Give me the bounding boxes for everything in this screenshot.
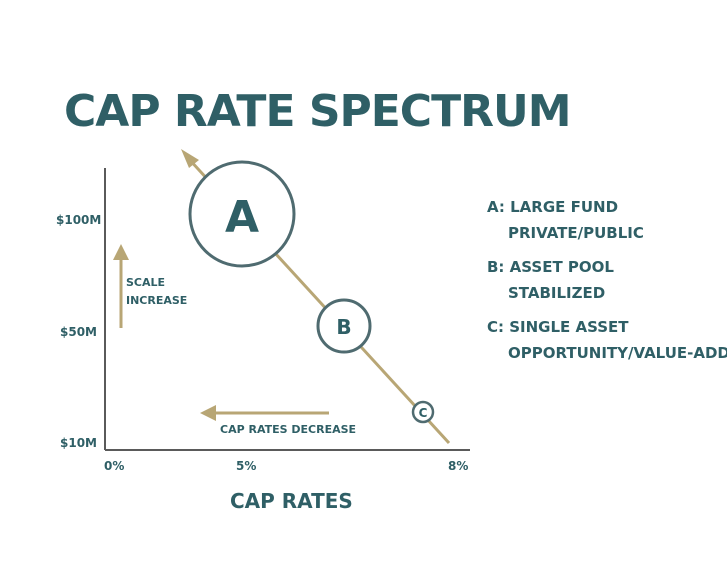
legend-item-a-line1: A: LARGE FUND: [487, 198, 618, 216]
left-arrow-icon: [200, 405, 216, 421]
scale-arrow-label: INCREASE: [126, 294, 187, 307]
legend-item-b-line2: STABILIZED: [508, 284, 605, 302]
bubble-c: [411, 400, 435, 424]
legend: A: LARGE FUND PRIVATE/PUBLIC B: ASSET PO…: [487, 198, 727, 362]
legend-item-c-line1: C: SINGLE ASSET: [487, 318, 629, 336]
legend-item-a-line2: PRIVATE/PUBLIC: [508, 224, 644, 242]
up-arrow-icon: [113, 244, 129, 260]
page-title: CAP RATE SPECTRUM: [64, 86, 571, 137]
legend-item-c-line2: OPPORTUNITY/VALUE-ADD: [508, 344, 727, 362]
x-tick-label: 5%: [236, 459, 256, 473]
bubble-c-label: C: [419, 406, 428, 420]
bubble-a-label: A: [225, 192, 259, 243]
spectrum-arrow-head-icon: [181, 149, 199, 168]
x-tick-label: 8%: [448, 459, 468, 473]
y-tick-label: $50M: [60, 325, 97, 339]
y-tick-label: $100M: [56, 213, 101, 227]
y-tick-label: $10M: [60, 436, 97, 450]
legend-item-b-line1: B: ASSET POOL: [487, 258, 614, 276]
bubble-b-label: B: [336, 315, 351, 339]
bubble-a: [188, 160, 296, 268]
scale-arrow-label: SCALE: [126, 276, 165, 289]
x-axis-label: CAP RATES: [230, 489, 353, 513]
cap-arrow-label: CAP RATES DECREASE: [220, 423, 356, 436]
bubble-b: [316, 298, 372, 354]
x-tick-label: 0%: [104, 459, 124, 473]
